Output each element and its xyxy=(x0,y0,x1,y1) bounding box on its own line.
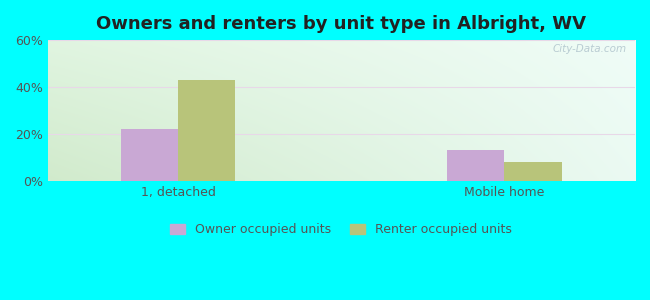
Title: Owners and renters by unit type in Albright, WV: Owners and renters by unit type in Albri… xyxy=(96,15,586,33)
Bar xyxy=(121,129,178,181)
Legend: Owner occupied units, Renter occupied units: Owner occupied units, Renter occupied un… xyxy=(166,218,517,241)
Text: City-Data.com: City-Data.com xyxy=(552,44,626,54)
Bar xyxy=(504,162,562,181)
Bar xyxy=(178,80,235,181)
Bar xyxy=(447,150,504,181)
